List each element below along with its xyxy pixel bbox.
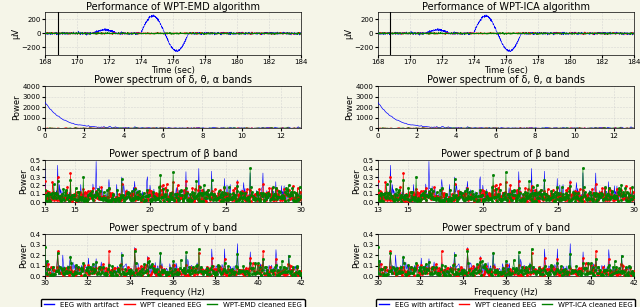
- Title: Performance of WPT-EMD algorithm: Performance of WPT-EMD algorithm: [86, 2, 260, 11]
- Title: Performance of WPT-ICA algorithm: Performance of WPT-ICA algorithm: [422, 2, 589, 11]
- Y-axis label: Power: Power: [352, 169, 361, 194]
- Y-axis label: Power: Power: [19, 169, 28, 194]
- Y-axis label: μV: μV: [11, 28, 20, 39]
- Legend: EEG with artifact, WPT cleaned EEG, WPT-ICA cleaned EEG: EEG with artifact, WPT cleaned EEG, WPT-…: [376, 299, 636, 307]
- Y-axis label: Power: Power: [345, 95, 354, 120]
- X-axis label: Frequency (Hz): Frequency (Hz): [474, 288, 538, 297]
- Title: Power spectrum of γ band: Power spectrum of γ band: [109, 223, 237, 233]
- X-axis label: Frequency (Hz): Frequency (Hz): [141, 288, 205, 297]
- Legend: EEG with artifact, WPT cleaned EEG, WPT-EMD cleaned EEG: EEG with artifact, WPT cleaned EEG, WPT-…: [41, 299, 305, 307]
- Title: Power spectrum of β band: Power spectrum of β band: [442, 149, 570, 159]
- X-axis label: Time (sec): Time (sec): [151, 66, 195, 75]
- Y-axis label: Power: Power: [352, 242, 361, 268]
- Y-axis label: Power: Power: [12, 95, 21, 120]
- Y-axis label: Power: Power: [19, 242, 28, 268]
- Y-axis label: μV: μV: [344, 28, 353, 39]
- Title: Power spectrum of γ band: Power spectrum of γ band: [442, 223, 570, 233]
- Title: Power spectrum of β band: Power spectrum of β band: [109, 149, 237, 159]
- Title: Power spectrum of δ, θ, α bands: Power spectrum of δ, θ, α bands: [94, 76, 252, 85]
- X-axis label: Time (sec): Time (sec): [484, 66, 527, 75]
- Title: Power spectrum of δ, θ, α bands: Power spectrum of δ, θ, α bands: [427, 76, 584, 85]
